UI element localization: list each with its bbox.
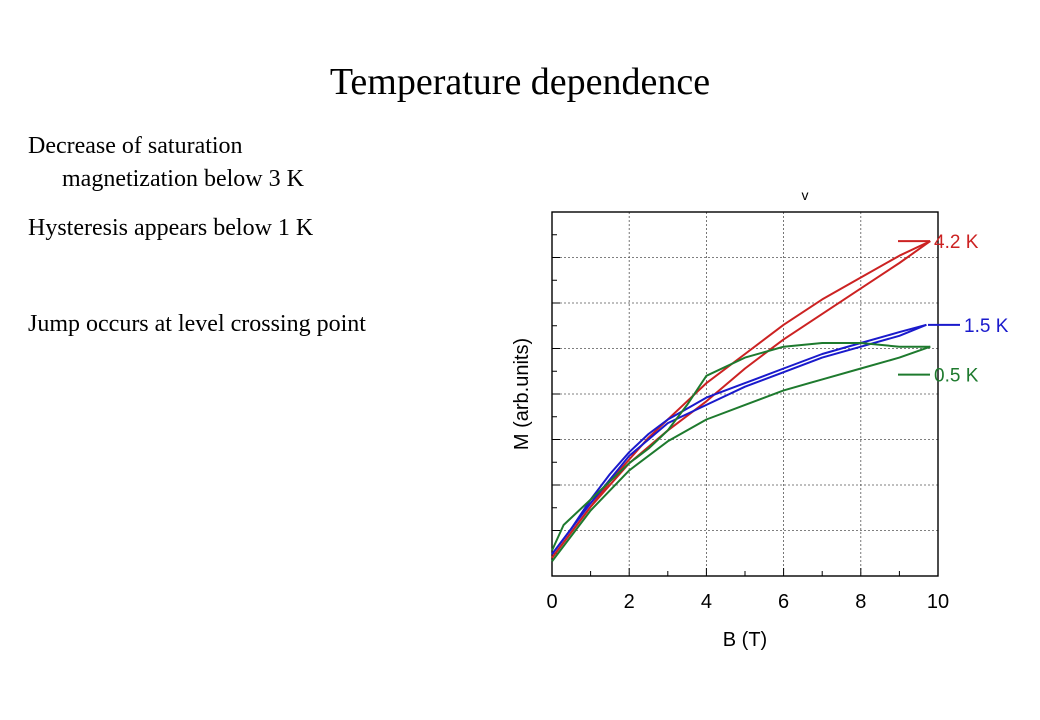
series-line-1-5-k-down <box>551 323 927 555</box>
y-axis-label: M (arb.units) <box>511 338 533 450</box>
bullet-jump: Jump occurs at level crossing point <box>28 308 366 341</box>
x-tick-label: 2 <box>624 591 635 613</box>
bullet-jump-text: Jump occurs at level crossing point <box>28 311 366 337</box>
legend-label-2: 0.5 K <box>934 366 979 387</box>
bullet-saturation-line1: Decrease of saturation <box>28 133 243 159</box>
top-mark: v <box>802 187 809 203</box>
x-tick-label: 10 <box>927 591 949 613</box>
x-tick-label: 6 <box>778 591 789 613</box>
series-line-0-5-k-down <box>551 345 931 563</box>
legend-label-1: 1.5 K <box>964 316 1009 337</box>
legend-label-0: 4.2 K <box>934 232 979 253</box>
x-tick-label: 8 <box>855 591 866 613</box>
bullet-saturation-line2: magnetization below 3 K <box>62 166 304 192</box>
magnetization-chart: 0 2 4 6 8 10 B (T) M (arb.units) v 4.2 K 1.5 K 0.5 … <box>511 187 1009 651</box>
x-tick-label: 4 <box>701 591 712 613</box>
series-line-4-2-k-down <box>551 240 931 559</box>
x-tick-label: 0 <box>546 591 557 613</box>
bullet-hysteresis-text: Hysteresis appears below 1 K <box>28 215 314 241</box>
bullet-hysteresis: Hysteresis appears below 1 K <box>28 212 313 245</box>
series-line-4-2-k-up <box>551 240 931 559</box>
bullet-saturation: Decrease of saturation magnetization bel… <box>28 130 304 196</box>
x-axis-label: B (T) <box>723 629 767 651</box>
slide-title: Temperature dependence <box>329 61 711 103</box>
series-line-1-5-k-up <box>551 323 927 555</box>
series-line-0-5-k-up <box>551 342 931 551</box>
